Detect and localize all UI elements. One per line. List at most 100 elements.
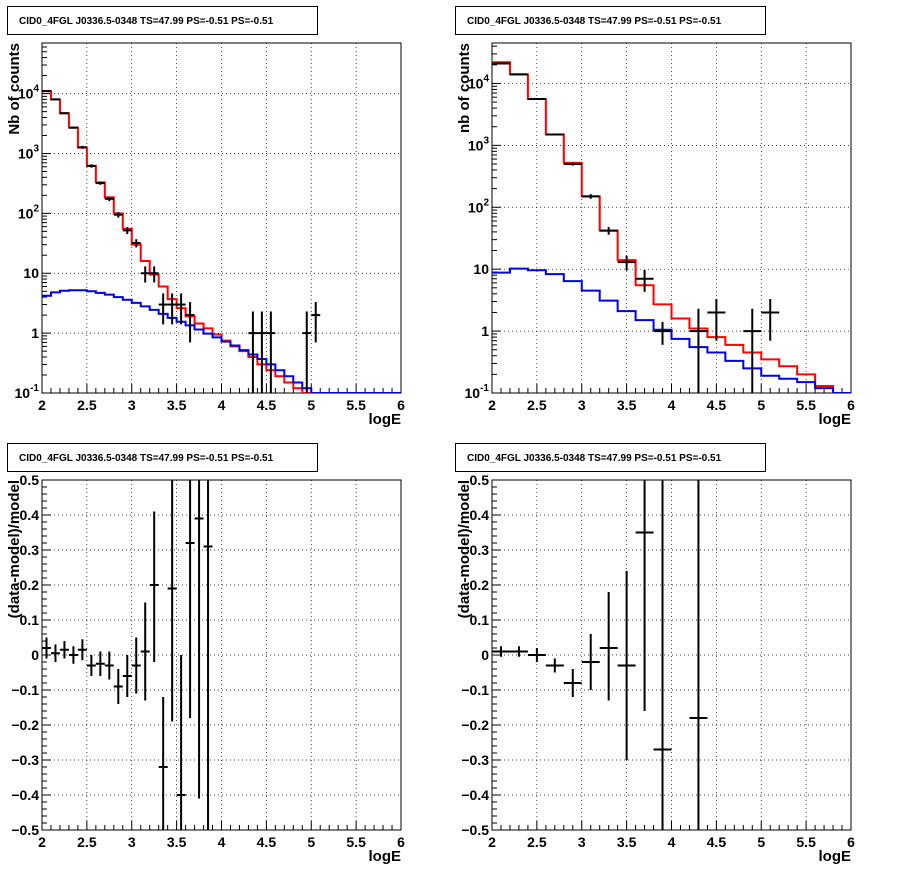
counts-panel-top-right: CID0_4FGL J0336.5-0348 TS=47.99 PS=-0.51… <box>455 6 855 428</box>
x-tick-label: 2.5 <box>77 834 97 850</box>
chart-title: CID0_4FGL J0336.5-0348 TS=47.99 PS=-0.51… <box>467 453 722 464</box>
x-tick-label: 2 <box>38 834 46 850</box>
y-tick-label: −0.2 <box>11 717 39 733</box>
y-tick-base: 10 <box>465 385 481 401</box>
y-tick-label: 0.5 <box>470 472 490 488</box>
y-tick-label: 0.1 <box>20 612 40 628</box>
background-model-step-line <box>492 267 851 393</box>
data-point <box>167 480 177 722</box>
y-tick-exponent: -1 <box>30 383 39 394</box>
data-point <box>194 480 204 799</box>
chart-title: CID0_4FGL J0336.5-0348 TS=47.99 PS=-0.51… <box>467 16 722 27</box>
y-axis-label: (data-model)/model <box>456 480 473 618</box>
data-point <box>545 133 564 136</box>
data-point <box>707 298 726 341</box>
data-point <box>761 298 780 341</box>
y-tick-label: 0.3 <box>470 542 490 558</box>
y-tick-label: 104 <box>18 84 40 102</box>
x-axis-label: logE <box>819 411 852 428</box>
y-tick-label: −0.3 <box>11 752 39 768</box>
y-tick-label: 0.2 <box>470 577 490 593</box>
y-tick-exponent: 3 <box>33 143 39 154</box>
data-point <box>509 73 528 76</box>
y-tick-base: 10 <box>468 137 484 153</box>
y-tick-exponent: 4 <box>33 84 39 95</box>
counts-panel-top-left: CID0_4FGL J0336.5-0348 TS=47.99 PS=-0.51… <box>6 6 405 428</box>
data-point <box>545 658 564 673</box>
data-point <box>257 311 267 393</box>
y-tick-label: 103 <box>18 143 40 161</box>
x-tick-label: 5 <box>307 397 315 413</box>
data-point <box>581 634 600 690</box>
x-tick-label: 2.5 <box>527 834 547 850</box>
data-point <box>599 226 618 235</box>
y-tick-label: −0.2 <box>461 717 489 733</box>
data-point <box>203 480 213 830</box>
chart-title: CID0_4FGL J0336.5-0348 TS=47.99 PS=-0.51… <box>19 453 274 464</box>
x-tick-label: 5.5 <box>346 397 366 413</box>
data-point <box>68 126 78 129</box>
y-tick-base: 10 <box>15 385 31 401</box>
data-point <box>581 194 600 199</box>
data-point <box>492 646 510 657</box>
data-point <box>122 227 132 235</box>
x-tick-label: 2 <box>488 397 496 413</box>
data-point <box>59 112 69 115</box>
y-tick-label: 10 <box>473 261 489 277</box>
data-point <box>527 648 546 662</box>
data-point <box>689 480 708 830</box>
data-point <box>185 302 195 343</box>
data-point <box>59 641 69 659</box>
chart-title: CID0_4FGL J0336.5-0348 TS=47.99 PS=-0.51… <box>19 16 274 27</box>
y-tick-label: 0.4 <box>470 507 490 523</box>
x-tick-label: 5.5 <box>796 834 816 850</box>
y-tick-label: 0.5 <box>20 472 40 488</box>
data-point <box>113 669 123 704</box>
data-point <box>689 308 708 393</box>
y-tick-exponent: 2 <box>33 203 39 214</box>
data-point <box>635 480 654 711</box>
x-tick-label: 3 <box>578 834 586 850</box>
y-tick-label: 10-1 <box>465 383 490 401</box>
data-point <box>563 162 582 166</box>
x-tick-label: 4.5 <box>707 397 727 413</box>
data-point <box>492 62 510 65</box>
y-tick-label: −0.5 <box>461 822 489 838</box>
x-axis-label: logE <box>369 848 402 865</box>
y-tick-base: 10 <box>468 75 484 91</box>
data-point <box>68 646 78 664</box>
data-point <box>86 164 96 168</box>
y-tick-label: −0.5 <box>11 822 39 838</box>
y-tick-exponent: 4 <box>483 73 489 84</box>
data-point <box>149 511 159 662</box>
title-box <box>7 6 318 35</box>
data-point <box>743 308 762 393</box>
y-tick-label: −0.1 <box>461 682 489 698</box>
data-point <box>635 269 654 292</box>
model-total-step-line <box>42 90 401 393</box>
y-tick-base: 10 <box>18 145 34 161</box>
background-model-step-line <box>42 289 401 393</box>
data-point <box>158 697 168 830</box>
x-tick-label: 5.5 <box>796 397 816 413</box>
data-point <box>563 669 582 697</box>
y-tick-label: 102 <box>468 197 490 215</box>
data-point <box>140 602 150 701</box>
y-tick-exponent: -1 <box>480 383 489 394</box>
data-point <box>185 480 195 718</box>
data-point <box>149 266 159 283</box>
x-tick-label: 3 <box>128 397 136 413</box>
x-tick-label: 4 <box>218 834 226 850</box>
y-axis-label: nb of counts <box>456 43 473 133</box>
x-tick-label: 2 <box>488 834 496 850</box>
data-point <box>311 302 321 343</box>
data-point <box>176 655 186 830</box>
data-point <box>77 145 87 149</box>
x-tick-label: 4 <box>668 834 676 850</box>
y-tick-base: 10 <box>468 199 484 215</box>
data-point <box>653 322 672 345</box>
data-point <box>42 637 51 659</box>
y-tick-label: 0.2 <box>20 577 40 593</box>
x-tick-label: 6 <box>397 834 405 850</box>
data-point <box>104 196 114 202</box>
